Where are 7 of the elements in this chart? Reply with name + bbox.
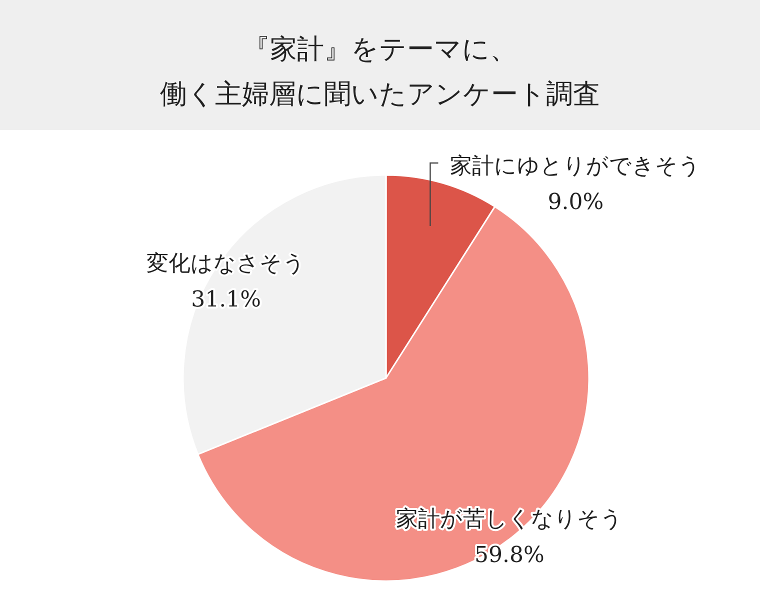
slice-label: 変化はなさそう [146,251,306,276]
data-label: 9.0% [548,190,604,215]
data-label: 59.8% [474,543,544,568]
slice-label: 家計が苦しくなりそう [396,507,623,532]
chart-title: 『家計』をテーマに、働く主婦層に聞いたアンケート調査 [160,34,600,110]
data-label: 31.1% [191,287,261,312]
slice-label: 家計にゆとりができそう [450,154,702,179]
